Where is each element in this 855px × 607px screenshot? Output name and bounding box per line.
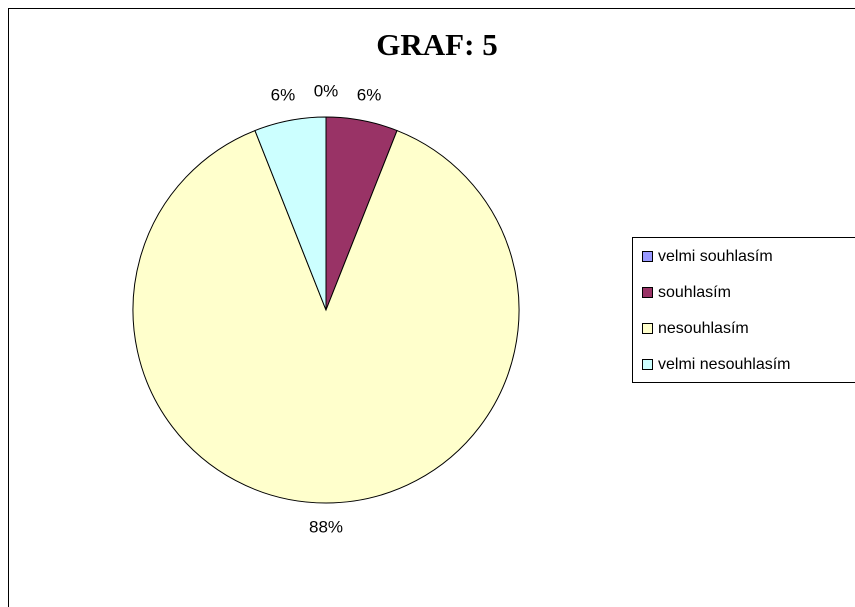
legend-box <box>632 237 855 383</box>
data-label: 88% <box>309 517 343 536</box>
pie-slice <box>254 116 327 311</box>
data-label: 0% <box>314 81 339 100</box>
chart-title: GRAF: 5 <box>376 27 497 62</box>
legend-swatch <box>642 287 653 298</box>
legend-label: velmi nesouhlasím <box>658 356 791 373</box>
legend-swatch <box>642 323 653 334</box>
legend-label: velmi souhlasím <box>658 248 773 265</box>
legend-label: souhlasím <box>658 284 731 301</box>
legend-label: nesouhlasím <box>658 320 749 337</box>
pie-slice <box>132 129 520 504</box>
data-label: 6% <box>271 85 296 104</box>
legend-swatch <box>642 251 653 262</box>
data-label: 6% <box>357 85 382 104</box>
legend-swatch <box>642 359 653 370</box>
